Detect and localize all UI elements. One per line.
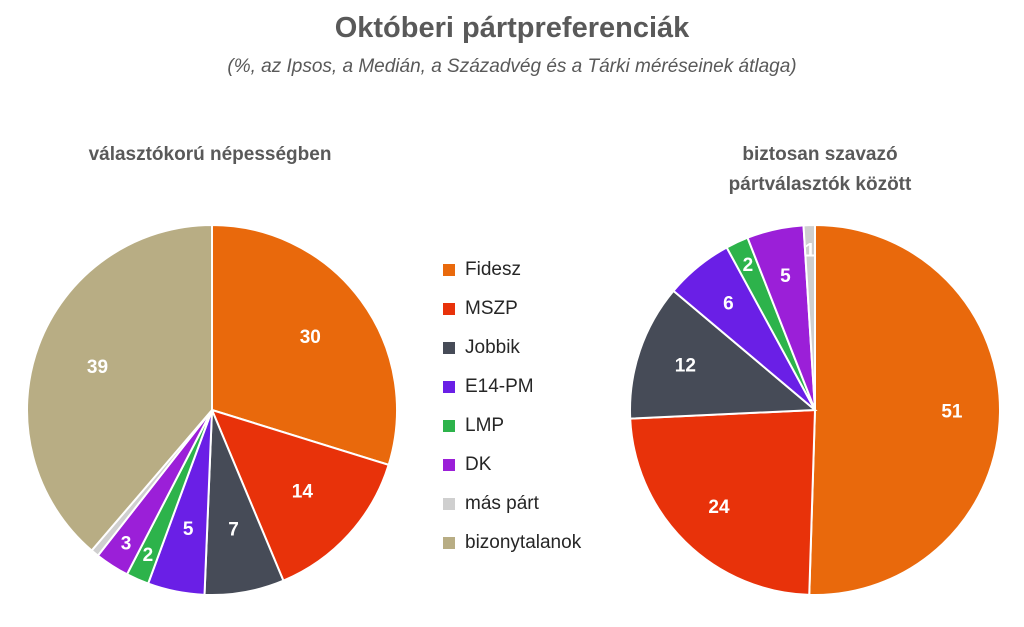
legend-item-e14-pm: E14-PM bbox=[443, 367, 581, 406]
pie-2-data-label-e14-pm: 6 bbox=[723, 293, 734, 314]
pie-2-data-label-mas-part: 1 bbox=[805, 240, 816, 261]
legend-item-jobbik: Jobbik bbox=[443, 328, 581, 367]
pie-2: 51 24 12 62 51 bbox=[629, 223, 1001, 596]
pie-title-left: választókorú népességben bbox=[88, 144, 332, 165]
pie-1-data-label-mszp: 14 bbox=[292, 482, 314, 503]
pie-1-data-label-fidesz: 30 bbox=[300, 327, 321, 348]
pie-2-slice-fidesz bbox=[808, 223, 1001, 596]
pie-2-data-label-jobbik: 12 bbox=[675, 356, 696, 377]
legend-swatch bbox=[443, 263, 455, 276]
legend-item-lmp: LMP bbox=[443, 406, 581, 445]
legend: Fidesz MSZP Jobbik E14-PM LMP DK más pár… bbox=[443, 250, 581, 562]
legend-swatch bbox=[443, 458, 455, 471]
pie-2-data-label-fidesz: 51 bbox=[941, 402, 963, 423]
legend-swatch bbox=[443, 341, 455, 354]
pie-2-data-label-lmp: 2 bbox=[743, 255, 754, 276]
legend-label: bizonytalanok bbox=[465, 531, 582, 553]
pie-1: 30 14 7 5 23 39 bbox=[26, 223, 398, 596]
pie-2-data-label-dk: 5 bbox=[780, 266, 791, 287]
pie-1-data-label-lmp: 2 bbox=[143, 545, 154, 566]
legend-label: E14-PM bbox=[465, 375, 534, 397]
legend-item-dk: DK bbox=[443, 445, 581, 484]
legend-swatch bbox=[443, 302, 455, 315]
chart-subtitle: (%, az Ipsos, a Medián, a Századvég és a… bbox=[227, 56, 797, 77]
legend-label: Fidesz bbox=[465, 258, 521, 280]
pie-1-slice-fidesz bbox=[211, 223, 398, 467]
legend-label: Jobbik bbox=[465, 336, 520, 358]
pie-1-slice-bizonytalanok bbox=[26, 223, 213, 552]
legend-label: MSZP bbox=[465, 297, 518, 319]
chart-title: Októberi pártpreferenciák bbox=[334, 12, 690, 44]
pie-title-right-line-1: biztosan szavazó bbox=[742, 144, 898, 165]
pie-1-data-label-e14-pm: 5 bbox=[183, 519, 194, 540]
pie-title-right-line-2: pártválasztók között bbox=[728, 174, 912, 195]
legend-item-mas-part: más párt bbox=[443, 484, 581, 523]
pie-2-slice-mas-part bbox=[802, 223, 816, 411]
legend-label: más párt bbox=[465, 492, 539, 514]
legend-swatch bbox=[443, 497, 455, 510]
legend-label: LMP bbox=[465, 414, 505, 436]
legend-item-bizonytalanok: bizonytalanok bbox=[443, 523, 581, 562]
legend-swatch bbox=[443, 380, 455, 393]
pie-1-data-label-bizonytalanok: 39 bbox=[87, 357, 108, 378]
pie-2-slice-jobbik bbox=[629, 289, 818, 420]
pie-title-right: biztosan szavazó pártválasztók között bbox=[630, 140, 1010, 200]
legend-swatch bbox=[443, 536, 455, 549]
pie-1-data-label-dk: 3 bbox=[121, 533, 132, 554]
pie-2-slice-mszp bbox=[629, 408, 817, 596]
legend-item-mszp: MSZP bbox=[443, 289, 581, 328]
legend-label: DK bbox=[465, 453, 492, 475]
pie-1-data-label-jobbik: 7 bbox=[228, 520, 239, 541]
pie-1-slice-mszp bbox=[210, 408, 390, 582]
pie-2-data-label-mszp: 24 bbox=[708, 497, 730, 518]
legend-swatch bbox=[443, 419, 455, 432]
legend-item-fidesz: Fidesz bbox=[443, 250, 581, 289]
